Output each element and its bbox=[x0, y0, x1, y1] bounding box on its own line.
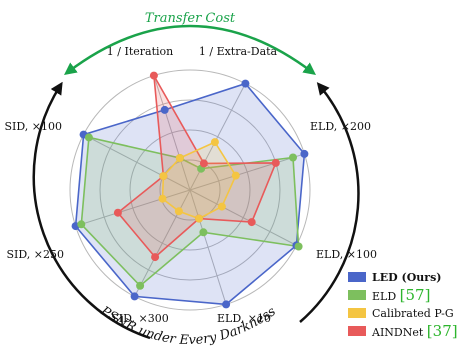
spoke-3 bbox=[189, 152, 307, 191]
legend-swatch-eld bbox=[348, 290, 366, 300]
point-calibrated-p-g-6 bbox=[174, 207, 183, 216]
point-eld-7 bbox=[77, 220, 86, 229]
point-led-ours-5 bbox=[222, 300, 231, 309]
point-eld-4 bbox=[294, 242, 303, 251]
axis-label-1: 1 / Iteration bbox=[107, 45, 173, 58]
point-led-ours-1 bbox=[160, 105, 169, 114]
point-aindnet-4 bbox=[247, 218, 256, 227]
legend-item-calibrated-pg: Calibrated P-G bbox=[348, 307, 454, 320]
point-calibrated-p-g-3 bbox=[231, 171, 240, 180]
psnr-arc-left bbox=[32, 81, 151, 340]
legend-swatch-led bbox=[348, 272, 366, 282]
point-eld-3 bbox=[289, 153, 297, 162]
legend-item-eld: ELD [57] bbox=[348, 286, 430, 304]
point-eld-8 bbox=[84, 133, 93, 142]
transfer-cost-arc bbox=[64, 24, 316, 76]
legend-item-led: LED (Ours) bbox=[348, 271, 441, 284]
axis-label-2: 1 / Extra-Data bbox=[199, 45, 278, 58]
point-eld-5 bbox=[199, 228, 208, 237]
spoke-5 bbox=[189, 189, 228, 307]
legend-swatch-aindnet bbox=[348, 326, 366, 336]
spoke-4 bbox=[189, 189, 299, 247]
legend-ref-aindnet: [37] bbox=[427, 322, 458, 340]
legend-swatch-calibrated-pg bbox=[348, 308, 366, 318]
point-aindnet-6 bbox=[151, 253, 160, 262]
point-calibrated-p-g-8 bbox=[159, 172, 168, 181]
radar-series bbox=[71, 71, 309, 309]
legend-label-eld-name: ELD bbox=[372, 290, 400, 303]
point-led-ours-2 bbox=[241, 79, 250, 88]
radar-grid bbox=[69, 69, 311, 311]
axis-labels: 1 / Iteration 1 / Extra-Data ELD, ×200 ELD,… bbox=[4, 45, 376, 325]
point-calibrated-p-g-2 bbox=[210, 138, 219, 147]
spoke-8 bbox=[81, 133, 191, 191]
legend-label-aindnet-name: AINDNet bbox=[371, 326, 427, 339]
axis-label-5: ELD, ×10 bbox=[217, 312, 271, 325]
spoke-1 bbox=[152, 73, 191, 191]
point-led-ours-3 bbox=[300, 149, 309, 158]
legend-label-calibrated-pg: Calibrated P-G bbox=[372, 307, 454, 320]
point-aindnet-7 bbox=[113, 208, 122, 217]
legend-ref-eld: [57] bbox=[400, 286, 431, 304]
psnr-arc-right bbox=[299, 82, 360, 323]
point-eld-6 bbox=[136, 281, 145, 290]
grid-ring-3 bbox=[99, 99, 281, 281]
spoke-7 bbox=[73, 189, 191, 228]
point-calibrated-p-g-7 bbox=[158, 194, 167, 203]
point-calibrated-p-g-1 bbox=[175, 154, 184, 162]
legend: LED (Ours) ELD [57] Calibrated P-G AINDN… bbox=[348, 271, 458, 340]
legend-label-aindnet: AINDNet [37] bbox=[371, 322, 458, 340]
point-calibrated-p-g-5 bbox=[195, 214, 203, 223]
grid-ring-1 bbox=[159, 159, 221, 221]
point-aindnet-2 bbox=[199, 159, 208, 168]
transfer-cost-label: Transfer Cost bbox=[145, 11, 236, 26]
axis-label-8: SID, ×100 bbox=[4, 120, 62, 133]
axis-label-6: SID, ×300 bbox=[111, 312, 169, 325]
point-led-ours-6 bbox=[130, 292, 139, 301]
grid-ring-2 bbox=[129, 129, 251, 251]
axis-label-3: ELD, ×200 bbox=[310, 120, 371, 133]
point-aindnet-3 bbox=[271, 158, 280, 167]
legend-item-aindnet: AINDNet [37] bbox=[348, 322, 458, 340]
point-aindnet-1 bbox=[149, 71, 158, 80]
legend-label-eld: ELD [57] bbox=[372, 286, 430, 304]
point-calibrated-p-g-4 bbox=[217, 202, 226, 211]
legend-label-led: LED (Ours) bbox=[372, 271, 441, 284]
